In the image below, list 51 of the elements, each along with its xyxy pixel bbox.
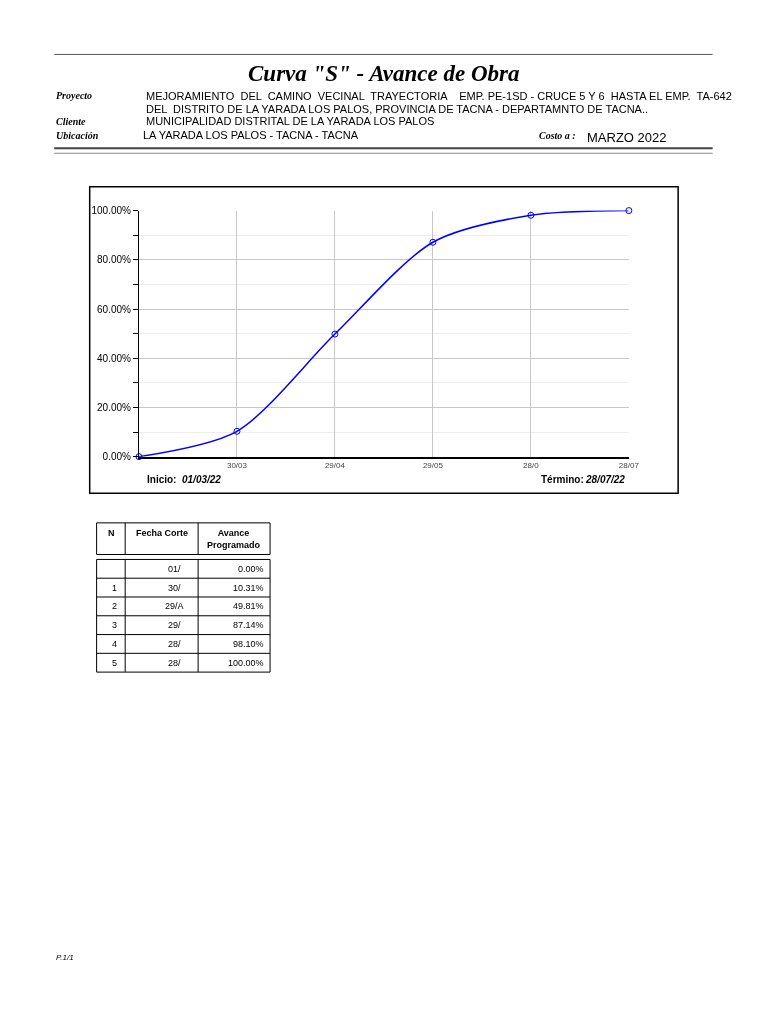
text: 30/ <box>168 583 182 593</box>
text: 2 <box>112 601 118 611</box>
text: 49.81% <box>233 601 264 611</box>
x-tick-label: 29/05 <box>422 461 444 471</box>
text: Ubicación <box>56 130 99 141</box>
text: 01/ <box>168 564 182 574</box>
text: 5 <box>112 658 118 668</box>
y-tick-label: 40.00% <box>97 352 132 364</box>
text: Avance Programado <box>207 528 261 550</box>
text: Proyecto <box>56 90 93 101</box>
point <box>233 427 241 435</box>
y-tick-label: 80.00% <box>97 254 132 266</box>
text: 1 <box>112 583 118 593</box>
text: 29/ <box>168 620 182 630</box>
text: 4 <box>112 639 118 649</box>
text: N <box>108 528 115 538</box>
x-tick-label: 28/0 <box>523 461 540 471</box>
text: LA YARADA LOS PALOS - TACNA - TACNA <box>143 129 359 141</box>
text: 98.10% <box>233 639 264 649</box>
x-tick-label: 28/07 <box>618 461 640 471</box>
text: Fecha Corte <box>136 528 189 538</box>
chart-title: Curva "S" - Avance de Obra <box>248 61 520 86</box>
text: P.1/1 <box>56 953 74 962</box>
x-tick-label: 30/03 <box>226 461 248 471</box>
point <box>331 330 339 338</box>
y-tick-label: 0.00% <box>102 451 132 463</box>
text: 28/ <box>168 639 182 649</box>
y-tick-label: 100.00% <box>91 205 132 217</box>
text: 10.31% <box>233 583 264 593</box>
y-tick-label: 60.00% <box>97 303 132 315</box>
text: Término: <box>541 474 584 485</box>
point <box>527 211 535 219</box>
text: MARZO 2022 <box>587 130 667 145</box>
x-tick-label: 29/04 <box>324 461 346 471</box>
text: Inicio: <box>147 474 177 485</box>
text: DEL DISTRITO DE LA YARADA LOS PALOS, PROVINCIA DE TACNA - DEPARTAMNTO DE TACNA.. <box>146 103 649 115</box>
text: Cliente <box>56 116 86 127</box>
text: 28/ <box>168 658 182 668</box>
text: 0.00% <box>238 564 264 574</box>
point <box>429 238 437 246</box>
y-tick-label: 20.00% <box>97 401 132 413</box>
text: 87.14% <box>233 620 264 630</box>
text: 29/A <box>165 601 184 611</box>
text: 01/03/22 <box>182 474 222 485</box>
text: MEJORAMIENTO DEL CAMINO VECINAL TRAYECTORIA EMP. PE-1SD - CRUCE 5 Y 6 HASTA EL EMP. TA-642 <box>146 90 732 102</box>
text: MUNICIPALIDAD DISTRITAL DE LA YARADA LOS PALOS <box>146 115 435 127</box>
text: 28/07/22 <box>585 474 626 485</box>
text: 100.00% <box>228 658 264 668</box>
text: Costo a : <box>539 130 576 141</box>
point <box>625 207 633 215</box>
text: 3 <box>112 620 118 630</box>
